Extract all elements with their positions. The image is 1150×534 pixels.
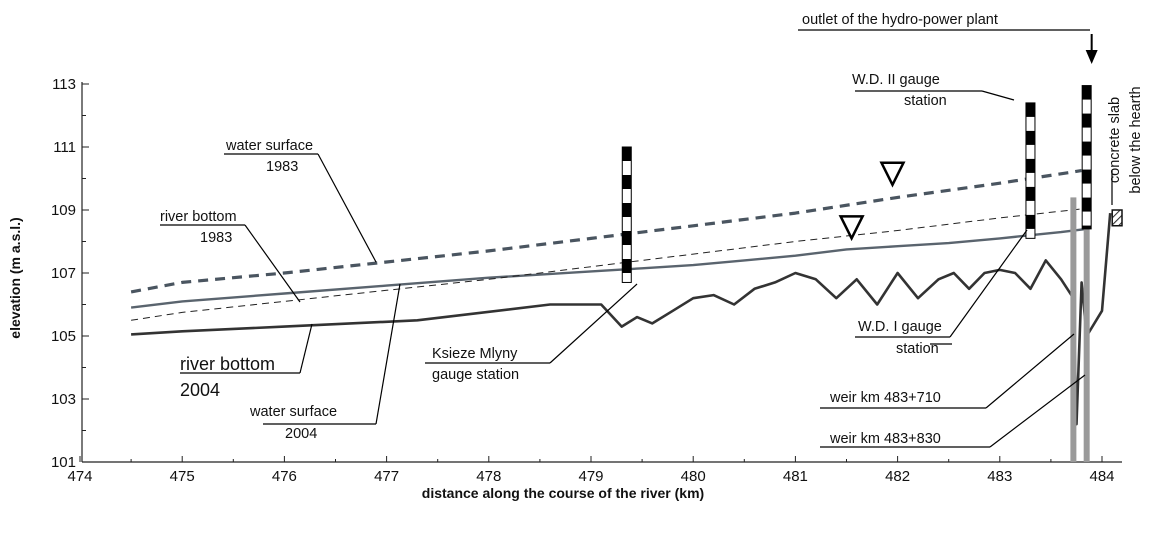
y-tick-label: 111: [53, 139, 76, 156]
label-wd2-line2: station: [904, 93, 947, 109]
leader-pointer-8: [985, 333, 1075, 409]
series-line-river-bottom-1983: [130, 227, 1087, 309]
y-axis-title: elevation (m a.s.l.): [7, 217, 23, 338]
label-river-bottom-1983-line2: 1983: [200, 230, 232, 246]
leader-pointer-4: [375, 283, 401, 425]
concrete-slab: [1111, 209, 1123, 227]
weir-bar-1: [1070, 197, 1077, 462]
x-tick-label: 481: [783, 468, 808, 485]
label-river-bottom-2004-line2: 2004: [180, 380, 220, 400]
gauge-pole-segment: [1025, 130, 1035, 145]
label-river-bottom-1983-line1: river bottom: [160, 209, 237, 225]
label-ksieze-mlyny-line1: Ksieze Mlyny: [432, 346, 518, 362]
label-wd1-line2: station: [896, 341, 939, 357]
y-axis-ticks: 101 103 105 107 109 111 113: [51, 76, 89, 471]
label-weir-2: weir km 483+830: [829, 431, 941, 447]
y-tick-label: 103: [51, 391, 76, 408]
label-water-surface-2004-line2: 2004: [285, 426, 317, 442]
y-tick-label: 107: [51, 265, 76, 282]
leader-pointer-5: [549, 283, 638, 364]
label-water-surface-1983-line1: water surface: [225, 138, 313, 154]
leader-pointer-9: [989, 374, 1086, 448]
gauge-pole-segment: [622, 259, 632, 273]
gauge-pole-segment: [622, 175, 632, 189]
series-line-river-bottom-2004: [131, 212, 1112, 426]
gauge-pole-segment: [1082, 197, 1092, 212]
gauge-pole-segment: [1025, 214, 1035, 229]
y-tick-label: 101: [51, 454, 76, 471]
features-layer: [621, 34, 1123, 462]
x-tick-label: 483: [987, 468, 1012, 485]
leader-pointer-3: [299, 323, 313, 374]
gauge-pole-segment: [1082, 141, 1092, 156]
x-tick-label: 479: [578, 468, 603, 485]
label-wd2-line1: W.D. II gauge: [852, 72, 940, 88]
x-tick-label: 484: [1089, 468, 1114, 485]
gauge-pole-segment: [1025, 186, 1035, 201]
x-tick-label: 482: [885, 468, 910, 485]
label-concrete-slab-line1: concrete slab: [1107, 97, 1123, 183]
leader-pointer-7: [949, 229, 1028, 338]
label-weir-1: weir km 483+710: [829, 390, 941, 406]
x-axis-ticks: 474 475 476 477 478 479 480 481 482 483 484: [67, 456, 1115, 485]
gauge-pole-segment: [1082, 85, 1092, 100]
x-tick-label: 477: [374, 468, 399, 485]
series-line-water-surface-1983: [130, 169, 1082, 294]
label-water-surface-2004-line1: water surface: [249, 404, 337, 420]
label-ksieze-mlyny-line2: gauge station: [432, 367, 519, 383]
gauge-pole-segment: [1082, 113, 1092, 128]
gauge-pole-segment: [1025, 158, 1035, 173]
leader-pointer-6: [981, 90, 1015, 101]
label-wd1-line1: W.D. I gauge: [858, 319, 942, 335]
weir-bar-2: [1083, 197, 1090, 462]
gauge-pole-segment: [622, 203, 632, 217]
x-axis-title: distance along the course of the river (…: [422, 485, 704, 501]
x-tick-label: 475: [170, 468, 195, 485]
gauge-pole-segment: [1082, 225, 1092, 229]
series-layer: [130, 169, 1112, 426]
gauge-pole-segment: [1025, 102, 1035, 117]
label-water-surface-1983-line2: 1983: [266, 159, 298, 175]
y-tick-label: 105: [51, 328, 76, 345]
gauge-pole-segment: [622, 147, 632, 161]
annotation-leaders: [160, 29, 1113, 448]
y-tick-label: 113: [52, 76, 76, 93]
leader-pointer-2: [244, 224, 301, 303]
series-line-water-surface-2004: [131, 207, 1087, 321]
water-level-marker-1: [838, 215, 865, 242]
y-tick-label: 109: [51, 202, 76, 219]
label-river-bottom-2004-line1: river bottom: [180, 354, 275, 374]
water-level-marker-2: [879, 161, 906, 188]
x-tick-label: 476: [272, 468, 297, 485]
label-outlet: outlet of the hydro-power plant: [802, 12, 998, 28]
gauge-pole-segment: [1082, 169, 1092, 184]
leader-pointer-1: [317, 153, 377, 263]
x-tick-label: 474: [67, 468, 92, 485]
gauge-pole-segment: [622, 231, 632, 245]
x-tick-label: 478: [476, 468, 501, 485]
label-concrete-slab-line2: below the hearth: [1128, 86, 1144, 193]
outlet-arrow-head: [1085, 50, 1098, 64]
x-tick-label: 480: [681, 468, 706, 485]
